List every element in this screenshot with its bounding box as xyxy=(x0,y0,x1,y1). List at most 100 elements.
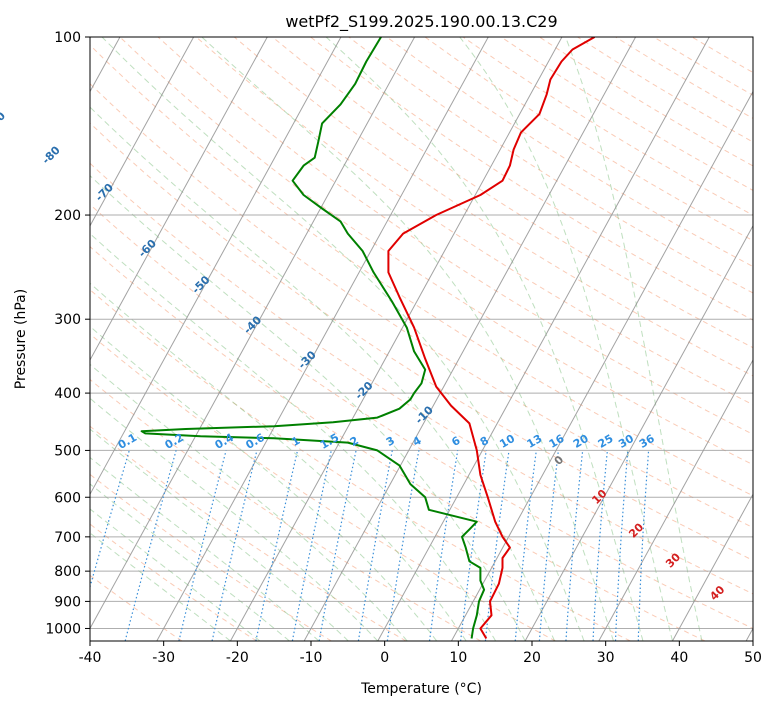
x-tick-label: 10 xyxy=(449,650,467,666)
y-tick-label: 600 xyxy=(54,490,81,506)
mixing-ratio-label: 8 xyxy=(478,434,491,449)
isotherm-line xyxy=(451,90,753,641)
dewpoint-profile-line xyxy=(140,37,486,639)
moist-adiabat-line xyxy=(90,428,349,641)
dry-adiabat-line xyxy=(348,37,753,294)
mixing-ratio-label: 1.5 xyxy=(318,431,341,452)
mixing-ratio-line xyxy=(90,450,130,590)
moist-adiabat-line xyxy=(565,37,703,641)
dry-adiabat-line xyxy=(90,203,753,630)
mixing-ratio-line xyxy=(178,450,227,641)
chart-title: wetPf2_S199.2025.190.00.13.C29 xyxy=(285,12,557,32)
mixing-ratio-line xyxy=(514,450,537,641)
moist-adiabat-label: 10 xyxy=(589,487,609,507)
moist-adiabat-line xyxy=(459,37,673,641)
x-tick-label: 40 xyxy=(670,650,688,666)
isotherm-line xyxy=(745,627,753,641)
mixing-ratio-label: 10 xyxy=(497,432,517,451)
dry-adiabat-line xyxy=(90,473,332,641)
moist-adiabat-line xyxy=(90,363,408,641)
y-tick-label: 900 xyxy=(54,594,81,610)
mixing-ratio-line xyxy=(255,450,299,641)
dry-adiabat-line xyxy=(386,37,753,268)
y-tick-label: 300 xyxy=(54,312,81,328)
moist-adiabat-line xyxy=(90,532,231,641)
moist-adiabat-line xyxy=(90,456,320,641)
moist-adiabat-line xyxy=(101,37,585,641)
x-axis-title: Temperature (°C) xyxy=(360,681,482,697)
mixing-ratio-label: 0.1 xyxy=(116,431,139,452)
mixing-ratio-line xyxy=(538,450,559,641)
mixing-ratio-label: 2 xyxy=(348,434,361,449)
mixing-ratio-line xyxy=(484,450,510,641)
y-tick-label: 100 xyxy=(54,30,81,46)
isotherm-line xyxy=(156,37,489,641)
moist-adiabat-line xyxy=(201,37,614,641)
mixing-ratio-label: 4 xyxy=(411,434,424,449)
mixing-ratio-line xyxy=(460,450,487,641)
dry-adiabat-line xyxy=(157,37,753,435)
x-tick-label: 50 xyxy=(744,650,762,666)
isotherm-line xyxy=(377,37,710,641)
x-tick-label: 20 xyxy=(523,650,541,666)
isotherm-line xyxy=(303,37,637,641)
isotherm-line xyxy=(90,37,195,227)
dry-adiabat-line xyxy=(500,37,753,191)
mixing-ratio-label: 30 xyxy=(616,432,636,451)
moist-adiabat-label: 40 xyxy=(707,583,727,603)
isotherm-line xyxy=(90,37,268,362)
x-tick-label: -20 xyxy=(226,650,249,666)
moist-adiabat-label: 20 xyxy=(626,520,646,540)
mixing-ratio-label: 25 xyxy=(596,432,616,451)
mixing-ratio-line xyxy=(428,450,459,641)
temperature-profile-line xyxy=(387,37,596,640)
x-tick-label: -40 xyxy=(79,650,102,666)
mixing-ratio-line xyxy=(124,450,177,641)
mixing-ratio-line xyxy=(386,450,420,641)
x-tick-label: -10 xyxy=(300,650,323,666)
dry-adiabat-line xyxy=(310,37,753,321)
isotherm-line xyxy=(524,224,753,641)
dry-adiabat-line xyxy=(653,37,753,96)
dry-adiabat-line xyxy=(90,574,183,641)
x-tick-label: -30 xyxy=(152,650,175,666)
y-axis-title: Pressure (hPa) xyxy=(13,289,29,389)
moist-adiabat-line xyxy=(90,508,261,641)
isotherm-line xyxy=(90,37,416,630)
dry-adiabat-line xyxy=(90,289,631,641)
mixing-ratio-label: 36 xyxy=(637,432,657,451)
plot-frame xyxy=(89,36,754,642)
mixing-ratio-label: 20 xyxy=(571,432,591,451)
y-tick-label: 400 xyxy=(54,386,81,402)
dry-adiabat-line xyxy=(577,37,753,143)
y-tick-label: 800 xyxy=(54,564,81,580)
dry-adiabat-line xyxy=(90,523,257,641)
mixing-ratio-label: 6 xyxy=(449,434,462,449)
dry-adiabat-line xyxy=(462,37,753,216)
y-tick-label: 1000 xyxy=(45,621,81,637)
y-tick-label: 700 xyxy=(54,530,81,546)
isotherm-label: -90 xyxy=(0,109,8,132)
moist-adiabat-line xyxy=(90,282,467,641)
x-tick-label: 0 xyxy=(380,650,389,666)
moist-adiabat-line xyxy=(90,233,497,641)
dry-adiabat-line xyxy=(615,37,753,119)
isotherm-line xyxy=(672,493,753,641)
isotherm-line xyxy=(598,358,753,641)
dry-adiabat-line xyxy=(90,44,753,497)
mixing-ratio-label: 16 xyxy=(547,432,567,451)
moist-adiabat-line xyxy=(90,483,290,641)
y-tick-label: 200 xyxy=(54,208,81,224)
moist-adiabat-line xyxy=(90,175,526,641)
dry-adiabat-line xyxy=(233,37,753,377)
moist-adiabat-label: 0 xyxy=(552,453,567,468)
isotherm-line xyxy=(230,37,563,641)
moist-adiabat-line xyxy=(325,37,644,641)
mixing-ratio-line xyxy=(614,450,629,641)
moist-adiabat-label: 30 xyxy=(663,550,683,570)
dry-adiabat-line xyxy=(195,37,753,406)
dry-adiabat-line xyxy=(90,162,753,595)
mixing-ratio-label: 0.4 xyxy=(213,431,237,452)
dry-adiabat-line xyxy=(90,333,556,641)
